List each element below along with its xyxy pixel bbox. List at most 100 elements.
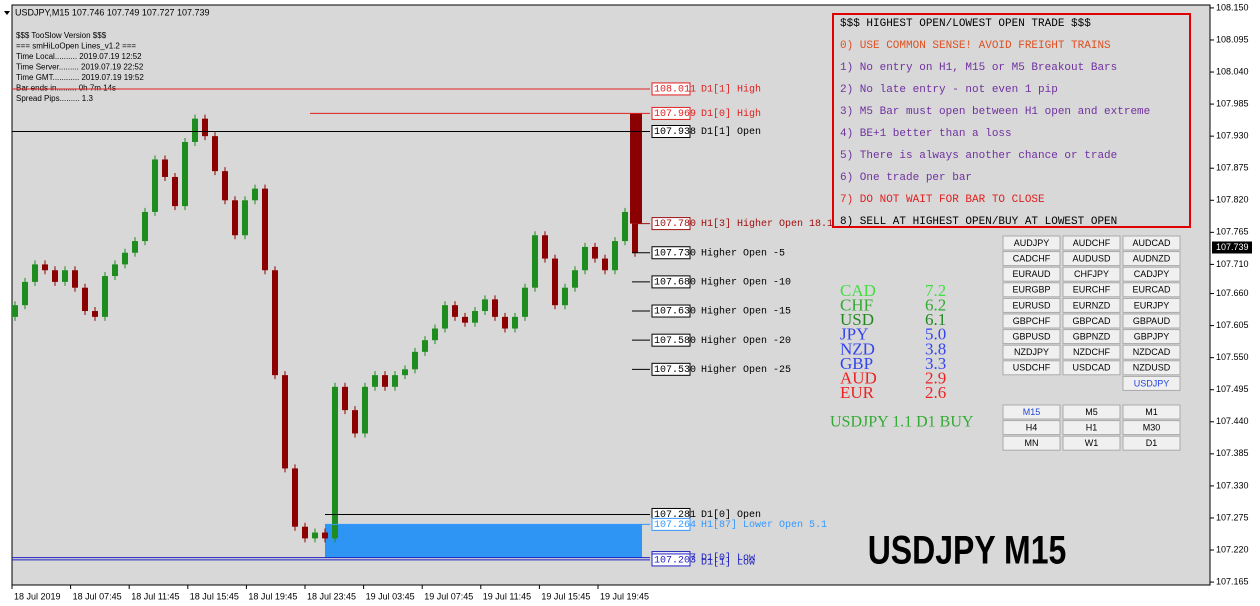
symbol-label[interactable]: GBPAUD [1133,316,1171,326]
symbol-label[interactable]: NZDJPY [1014,347,1049,357]
timeframe-button[interactable] [1122,435,1181,451]
timeframe-button[interactable] [1062,435,1121,451]
x-tick-label: 19 Jul 19:45 [600,591,649,601]
symbol-button[interactable] [1122,266,1181,282]
symbol-button[interactable] [1062,313,1121,329]
symbol-label[interactable]: USDCHF [1013,363,1051,373]
symbol-button[interactable] [1122,297,1181,313]
symbol-label[interactable]: CHFJPY [1074,269,1109,279]
timeframe-label[interactable]: MN [1025,438,1039,448]
symbol-button[interactable] [1062,251,1121,267]
symbol-label[interactable]: GBPNZD [1073,331,1111,341]
price-line-text: D1[0] High [701,108,761,120]
symbol-label[interactable]: GBPCAD [1072,316,1111,326]
symbol-label[interactable]: AUDUSD [1072,253,1111,263]
candle [232,200,238,236]
symbol-label[interactable]: EURNZD [1073,300,1111,310]
price-label: 107.938 [654,127,696,138]
symbol-label[interactable]: EURGBP [1012,285,1050,295]
candle [482,299,488,312]
price-label-box [651,82,691,96]
symbol-label[interactable]: AUDCHF [1073,238,1111,248]
symbol-label[interactable]: USDCAD [1072,363,1111,373]
symbol-label[interactable]: CADJPY [1134,269,1170,279]
symbol-button[interactable] [1002,313,1061,329]
symbol-button[interactable] [1122,251,1181,267]
symbol-button[interactable] [1062,344,1121,360]
symbol-button[interactable] [1122,344,1181,360]
symbol-button[interactable] [1062,235,1121,251]
x-tick-label: 18 Jul 15:45 [190,591,239,601]
symbol-label[interactable]: EURAUD [1012,269,1051,279]
timeframe-button[interactable] [1002,420,1061,436]
symbol-button[interactable] [1122,235,1181,251]
symbol-button[interactable] [1122,329,1181,345]
symbol-label[interactable]: CADCHF [1013,253,1051,263]
menu-arrow[interactable] [4,11,10,15]
symbol-label[interactable]: GBPCHF [1013,316,1051,326]
candle [542,235,548,259]
info-line: Time GMT............ 2019.07.19 19:52 [16,73,144,82]
timeframe-label[interactable]: M15 [1023,407,1041,417]
symbol-button[interactable] [1122,282,1181,298]
y-tick-label: 107.710 [1216,259,1249,269]
timeframe-label[interactable]: W1 [1085,438,1099,448]
rule-item: 8) SELL AT HIGHEST OPEN/BUY AT LOWEST OP… [840,216,1117,228]
symbol-button[interactable] [1002,329,1061,345]
symbol-button[interactable] [1062,282,1121,298]
symbol-label[interactable]: EURCHF [1073,285,1111,295]
candle [72,270,78,288]
timeframe-button[interactable] [1122,404,1181,420]
symbol-label[interactable]: EURJPY [1134,300,1170,310]
timeframe-label[interactable]: M1 [1145,407,1158,417]
symbol-button[interactable] [1002,360,1061,376]
symbol-button[interactable] [1062,329,1121,345]
timeframe-label[interactable]: H4 [1026,422,1038,432]
symbol-label[interactable]: NZDCHF [1073,347,1110,357]
symbol-button[interactable] [1062,266,1121,282]
candle [632,211,638,253]
candle [162,159,168,177]
candle [212,136,218,172]
symbol-label[interactable]: EURCAD [1132,285,1171,295]
timeframe-label[interactable]: M30 [1143,422,1161,432]
symbol-label[interactable]: NZDCAD [1133,347,1171,357]
price-label-box [651,517,691,531]
currency: JPY [840,325,868,344]
timeframe-label[interactable]: D1 [1146,438,1158,448]
symbol-button[interactable] [1002,282,1061,298]
symbol-label[interactable]: GBPJPY [1134,331,1170,341]
watermark: USDJPY M15 [868,527,1067,572]
symbol-button[interactable] [1062,297,1121,313]
symbol-label[interactable]: AUDCAD [1132,238,1171,248]
symbol-label[interactable]: NZDUSD [1133,363,1171,373]
symbol-button[interactable] [1002,297,1061,313]
symbol-label[interactable]: GBPUSD [1012,331,1051,341]
symbol-label[interactable]: EURUSD [1012,300,1051,310]
timeframe-label[interactable]: M5 [1085,407,1098,417]
candle [282,375,288,469]
symbol-button[interactable] [1122,313,1181,329]
timeframe-button[interactable] [1002,404,1061,420]
symbol-label[interactable]: AUDNZD [1133,253,1171,263]
price-label-box [651,553,691,567]
symbol-button[interactable] [1002,266,1061,282]
symbol-button[interactable] [1062,360,1121,376]
timeframe-button[interactable] [1062,404,1121,420]
symbol-button[interactable] [1122,375,1181,391]
timeframe-button[interactable] [1122,420,1181,436]
timeframe-button[interactable] [1002,435,1061,451]
candle [62,270,68,282]
symbol-button[interactable] [1122,360,1181,376]
symbol-label[interactable]: USDJPY [1134,378,1170,388]
symbol-button[interactable] [1002,344,1061,360]
timeframe-button[interactable] [1062,420,1121,436]
rule-item: 7) DO NOT WAIT FOR BAR TO CLOSE [840,194,1045,206]
symbol-button[interactable] [1002,251,1061,267]
symbol-label[interactable]: AUDJPY [1014,238,1050,248]
timeframe-label[interactable]: H1 [1086,422,1098,432]
y-tick-label: 107.985 [1216,98,1249,108]
candle [322,532,328,539]
symbol-button[interactable] [1002,235,1061,251]
